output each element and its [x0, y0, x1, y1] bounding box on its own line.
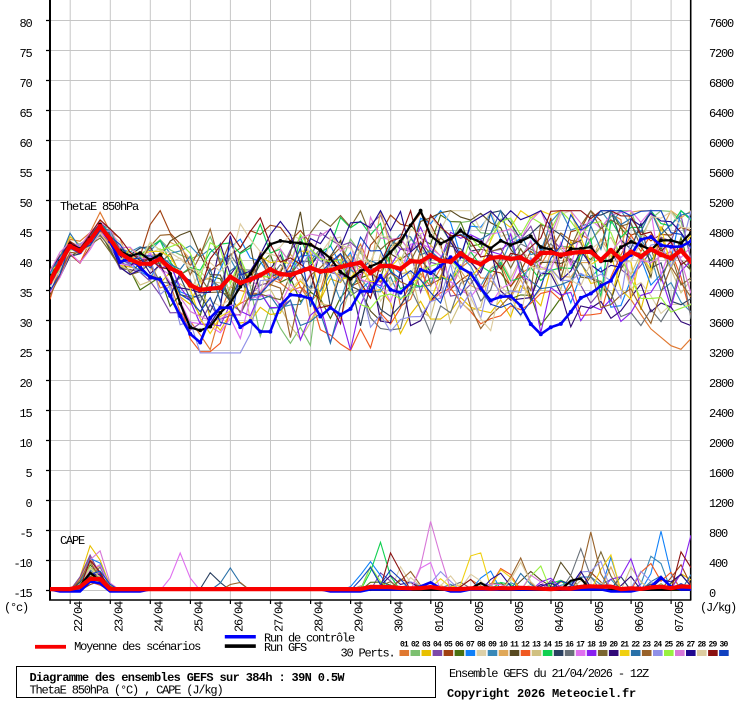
- svg-text:01: 01: [400, 641, 409, 650]
- svg-text:07: 07: [466, 641, 475, 650]
- svg-text:Copyright 2026 Meteociel.fr: Copyright 2026 Meteociel.fr: [447, 687, 636, 700]
- svg-text:14: 14: [543, 641, 552, 650]
- svg-text:3600: 3600: [709, 317, 734, 331]
- svg-text:Run GFS: Run GFS: [264, 641, 307, 655]
- svg-text:08: 08: [477, 641, 486, 650]
- svg-text:Run de contrôle: Run de contrôle: [264, 631, 355, 645]
- svg-text:Diagramme des ensembles GEFS s: Diagramme des ensembles GEFS sur 384h : …: [30, 671, 346, 685]
- svg-text:29/04: 29/04: [353, 601, 367, 632]
- svg-text:3200: 3200: [709, 347, 734, 361]
- svg-text:65: 65: [19, 107, 32, 121]
- svg-text:17: 17: [576, 641, 585, 650]
- svg-text:4400: 4400: [709, 257, 734, 271]
- svg-text:5600: 5600: [709, 167, 734, 181]
- svg-text:19: 19: [598, 641, 607, 650]
- svg-text:CAPE: CAPE: [60, 534, 85, 548]
- svg-text:24/04: 24/04: [152, 601, 166, 632]
- svg-text:0: 0: [25, 497, 32, 511]
- svg-text:09: 09: [488, 641, 497, 650]
- svg-text:70: 70: [19, 77, 32, 91]
- svg-text:60: 60: [19, 137, 32, 151]
- svg-text:10: 10: [19, 437, 32, 451]
- svg-text:40: 40: [19, 257, 32, 271]
- svg-text:7600: 7600: [709, 17, 734, 31]
- svg-text:29: 29: [709, 641, 718, 650]
- svg-text:4000: 4000: [709, 287, 734, 301]
- svg-text:02/05: 02/05: [473, 601, 487, 632]
- svg-text:6000: 6000: [709, 137, 734, 151]
- svg-text:Moyenne des scénarios: Moyenne des scénarios: [74, 640, 201, 654]
- svg-text:26/04: 26/04: [232, 601, 246, 632]
- svg-text:1200: 1200: [709, 497, 734, 511]
- svg-text:-15: -15: [13, 587, 32, 601]
- svg-text:23/04: 23/04: [112, 601, 126, 632]
- svg-text:25: 25: [19, 347, 32, 361]
- svg-text:30 Perts.: 30 Perts.: [341, 647, 395, 661]
- svg-text:23: 23: [642, 641, 651, 650]
- svg-text:45: 45: [19, 227, 32, 241]
- svg-text:2400: 2400: [709, 407, 734, 421]
- svg-text:25/04: 25/04: [192, 601, 206, 632]
- svg-text:7200: 7200: [709, 47, 734, 61]
- svg-text:02: 02: [411, 641, 420, 650]
- svg-text:18: 18: [587, 641, 596, 650]
- svg-text:03/05: 03/05: [513, 601, 527, 632]
- svg-text:15: 15: [19, 407, 32, 421]
- svg-text:ThetaE 850hPa (°C) , CAPE (J/k: ThetaE 850hPa (°C) , CAPE (J/kg): [30, 684, 223, 698]
- svg-text:2000: 2000: [709, 437, 734, 451]
- svg-text:1600: 1600: [709, 467, 734, 481]
- svg-text:(J/kg): (J/kg): [700, 601, 736, 615]
- svg-text:07/05: 07/05: [673, 601, 687, 632]
- svg-text:27/04: 27/04: [273, 601, 287, 632]
- svg-text:-5: -5: [19, 527, 32, 541]
- svg-text:20: 20: [19, 377, 32, 391]
- svg-text:0: 0: [709, 587, 716, 601]
- svg-text:12: 12: [521, 641, 530, 650]
- svg-text:2800: 2800: [709, 377, 734, 391]
- svg-text:27: 27: [686, 641, 695, 650]
- svg-text:80: 80: [19, 17, 32, 31]
- svg-text:400: 400: [709, 557, 728, 571]
- svg-text:28/04: 28/04: [313, 601, 327, 632]
- svg-text:-10: -10: [13, 557, 32, 571]
- svg-text:25: 25: [664, 641, 673, 650]
- svg-text:22/04: 22/04: [72, 601, 86, 632]
- svg-text:6400: 6400: [709, 107, 734, 121]
- svg-text:(°c): (°c): [4, 601, 28, 615]
- svg-text:11: 11: [510, 641, 519, 650]
- svg-text:05: 05: [444, 641, 453, 650]
- svg-text:10: 10: [499, 641, 508, 650]
- svg-text:21: 21: [620, 641, 629, 650]
- svg-text:5: 5: [25, 467, 32, 481]
- svg-text:24: 24: [653, 641, 662, 650]
- svg-text:50: 50: [19, 197, 32, 211]
- svg-text:Ensemble GEFS du 21/04/2026 -: Ensemble GEFS du 21/04/2026 - 12Z: [449, 667, 649, 681]
- svg-text:16: 16: [565, 641, 574, 650]
- svg-text:06/05: 06/05: [633, 601, 647, 632]
- svg-text:03: 03: [422, 641, 431, 650]
- svg-text:30/04: 30/04: [393, 601, 407, 632]
- svg-text:4800: 4800: [709, 227, 734, 241]
- svg-text:20: 20: [609, 641, 618, 650]
- svg-text:28: 28: [697, 641, 706, 650]
- svg-text:05/05: 05/05: [593, 601, 607, 632]
- svg-text:75: 75: [19, 47, 32, 61]
- svg-text:13: 13: [532, 641, 541, 650]
- svg-text:26: 26: [675, 641, 684, 650]
- svg-text:15: 15: [554, 641, 563, 650]
- svg-text:6800: 6800: [709, 77, 734, 91]
- svg-text:06: 06: [455, 641, 464, 650]
- svg-text:ThetaE 850hPa: ThetaE 850hPa: [60, 200, 139, 214]
- svg-text:30: 30: [19, 317, 32, 331]
- svg-text:30: 30: [720, 641, 729, 650]
- svg-text:800: 800: [709, 527, 728, 541]
- svg-text:04: 04: [433, 641, 442, 650]
- svg-text:55: 55: [19, 167, 32, 181]
- svg-text:04/05: 04/05: [553, 601, 567, 632]
- svg-text:01/05: 01/05: [433, 601, 447, 632]
- svg-text:22: 22: [631, 641, 640, 650]
- svg-text:5200: 5200: [709, 197, 734, 211]
- svg-text:35: 35: [19, 287, 32, 301]
